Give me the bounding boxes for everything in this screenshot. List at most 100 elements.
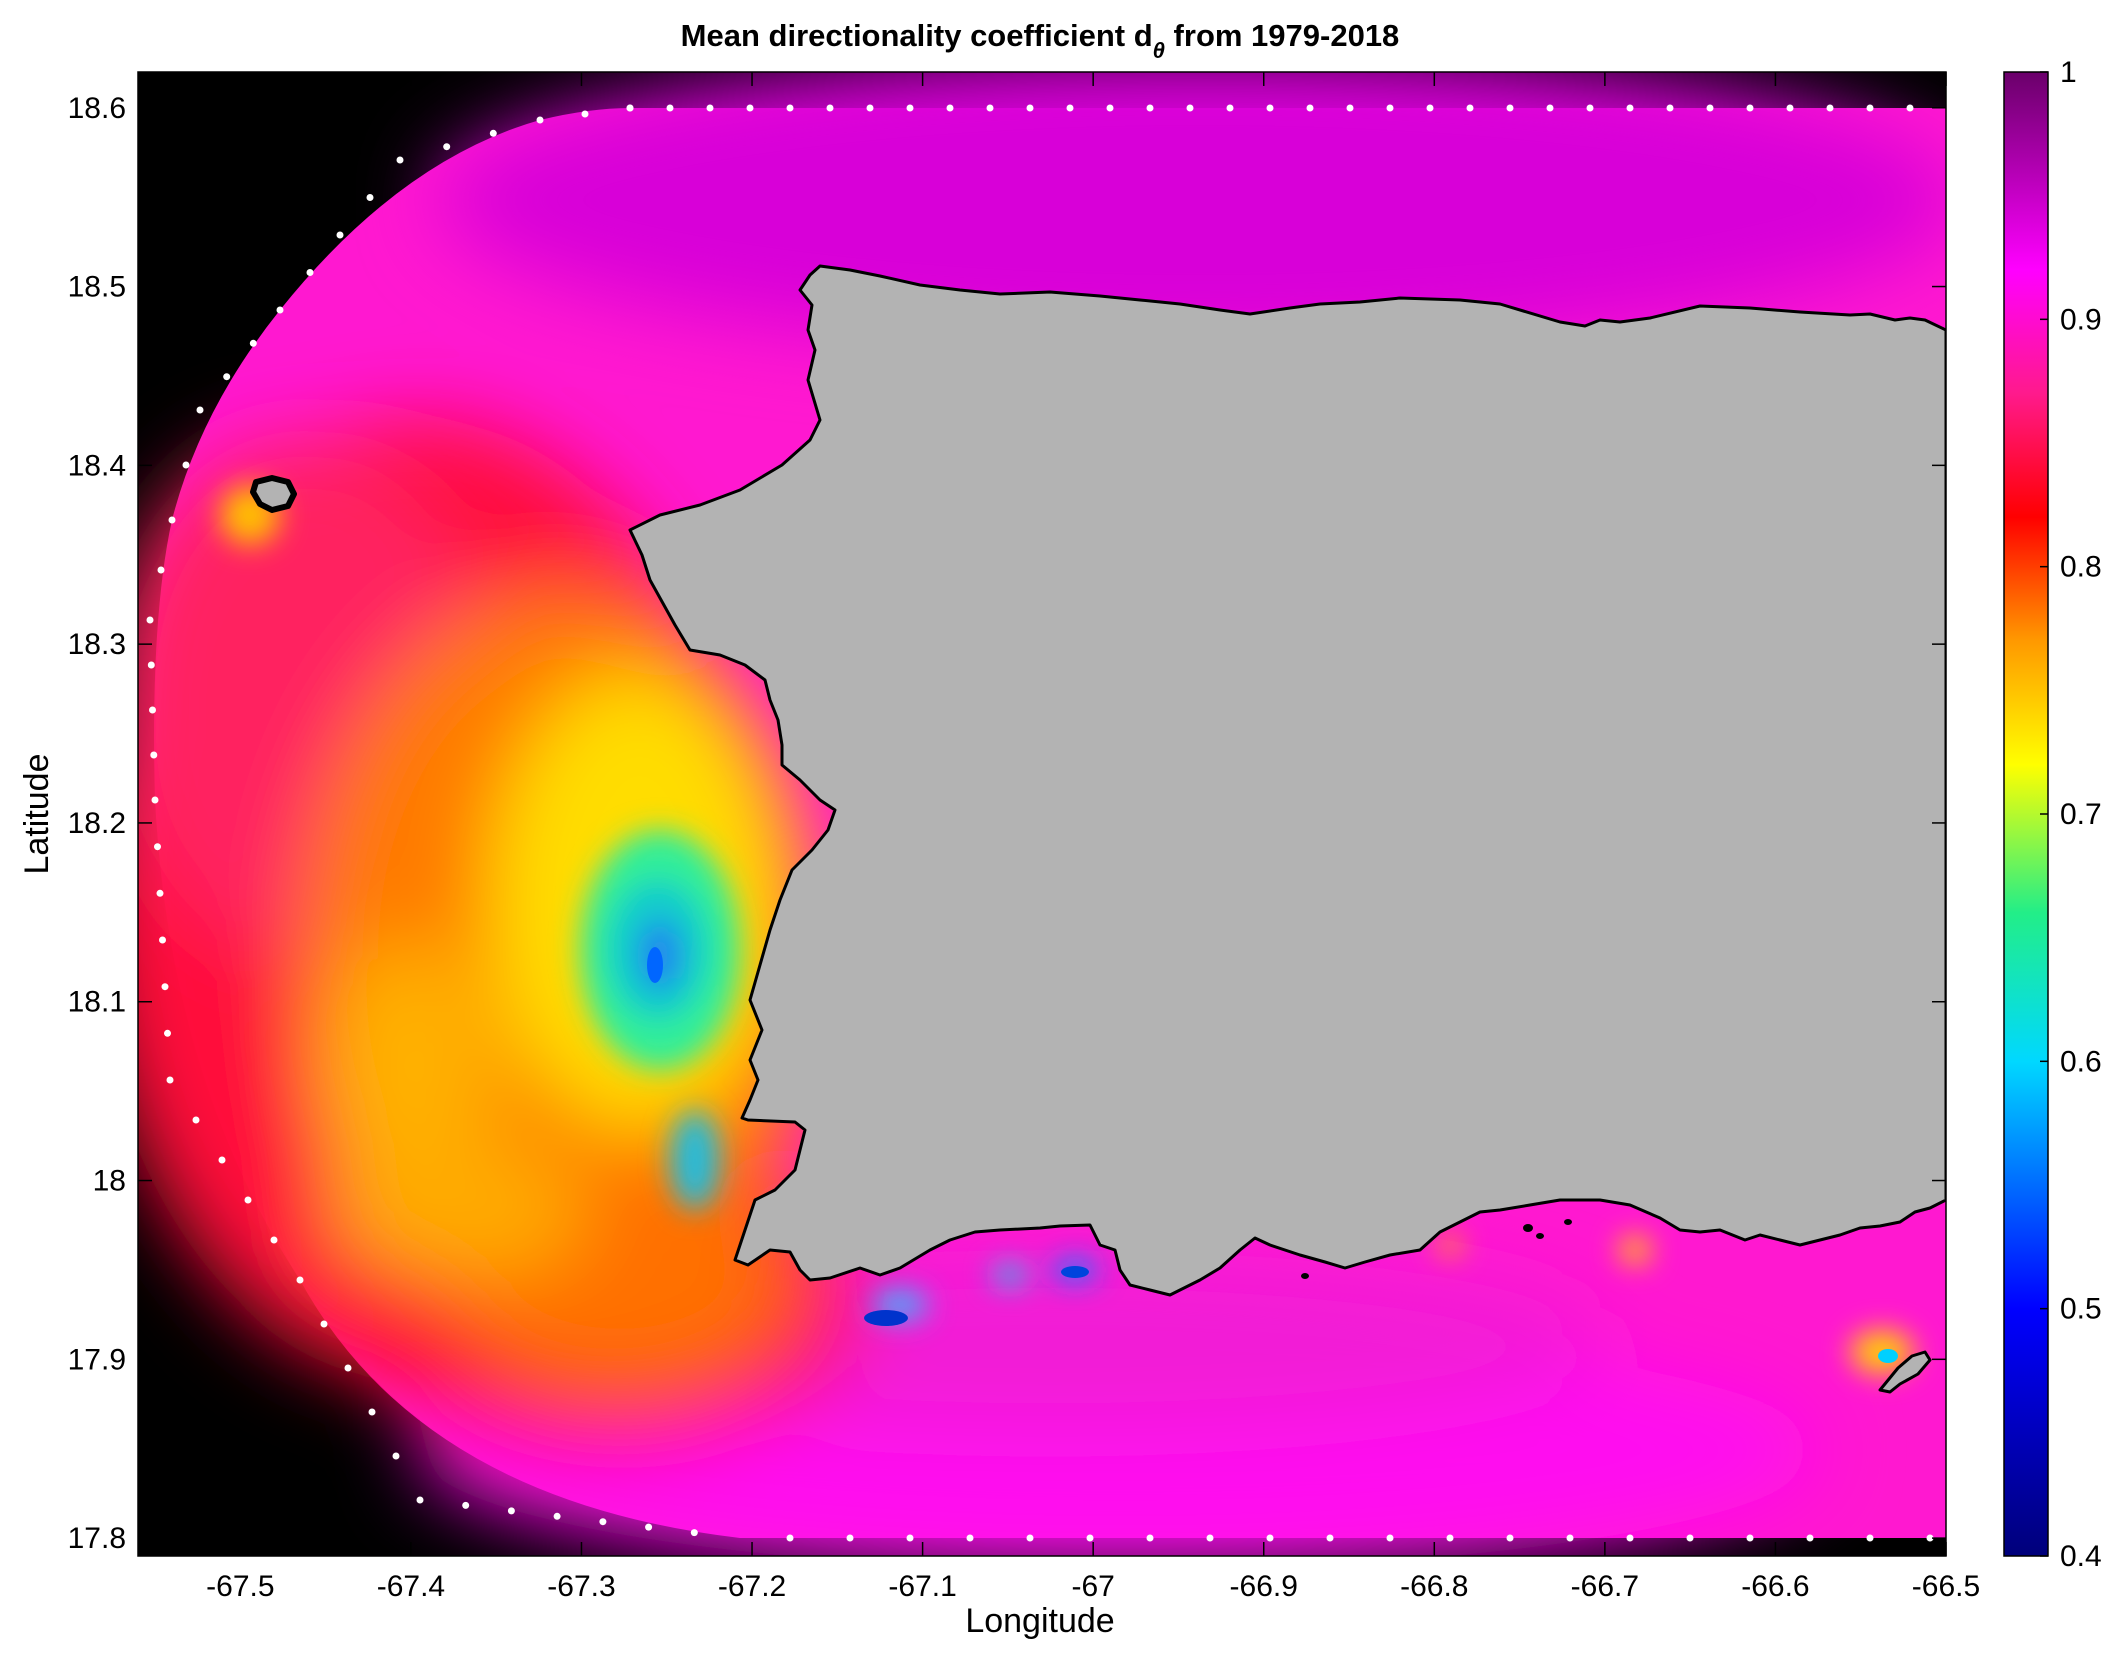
boundary-point <box>1686 1534 1694 1542</box>
boundary-point <box>150 751 158 759</box>
boundary-point <box>192 1116 200 1124</box>
boundary-point <box>462 1501 470 1509</box>
boundary-point <box>846 1534 854 1542</box>
boundary-point <box>168 516 176 524</box>
boundary-point <box>443 143 451 151</box>
boundary-point <box>166 1076 174 1084</box>
boundary-point <box>147 661 155 669</box>
boundary-point <box>1866 104 1874 112</box>
boundary-point <box>1386 104 1394 112</box>
colorbar-tick-label: 0.9 <box>2060 303 2102 336</box>
boundary-point <box>223 373 231 381</box>
boundary-point <box>1146 1534 1154 1542</box>
boundary-point <box>396 156 404 164</box>
boundary-point <box>1866 1534 1874 1542</box>
boundary-point <box>1706 104 1714 112</box>
boundary-point <box>157 566 165 574</box>
x-axis: -67.5 -67.4 -67.3 -67.2 -67.1 -67 -66.9 -66.8 -6… <box>206 72 1980 1603</box>
boundary-point <box>507 1507 515 1515</box>
boundary-point <box>786 1534 794 1542</box>
boundary-point <box>276 306 284 314</box>
boundary-point <box>159 936 166 944</box>
boundary-point <box>1086 1534 1094 1542</box>
x-tick-label: -66.8 <box>1400 1570 1468 1603</box>
boundary-point <box>746 104 754 112</box>
land-caja-de-muertos <box>1878 1350 1932 1394</box>
axes-frame <box>137 71 1947 1557</box>
colorbar-tick-label: 0.7 <box>2060 798 2102 831</box>
boundary-point <box>368 1408 376 1416</box>
boundary-point <box>986 104 994 112</box>
boundary-point <box>218 1156 226 1164</box>
boundary-point <box>156 889 164 897</box>
boundary-point <box>1026 1534 1034 1542</box>
x-tick-label: -67.1 <box>888 1570 956 1603</box>
colorbar-tick-label: 0.6 <box>2060 1045 2102 1078</box>
boundary-point <box>581 110 589 118</box>
chart-title: Mean directionality coefficient dθ from … <box>681 18 1400 63</box>
boundary-point <box>306 269 314 276</box>
boundary-point <box>249 339 257 347</box>
reef-cays <box>1301 1219 1572 1279</box>
y-axis: 17.8 17.9 18 18.1 18.2 18.3 18.4 18.5 18.6 <box>68 92 1946 1555</box>
boundary-point <box>706 104 714 112</box>
colorbar: 0.4 0.5 0.6 0.7 0.8 0.9 1 <box>2003 56 2102 1573</box>
y-tick-label: 18.2 <box>68 807 126 840</box>
boundary-point <box>1586 104 1594 112</box>
boundary-point <box>1906 104 1914 112</box>
boundary-point <box>645 1523 653 1531</box>
boundary-point <box>489 129 497 137</box>
boundary-point <box>1226 104 1234 112</box>
colorbar-tick-label: 0.8 <box>2060 551 2102 584</box>
x-tick-label: -66.5 <box>1912 1570 1980 1603</box>
y-tick-label: 18.6 <box>68 92 126 125</box>
boundary-point <box>826 104 834 112</box>
boundary-point <box>1806 1534 1814 1542</box>
boundary-point <box>1826 104 1834 112</box>
y-tick-label: 18.3 <box>68 628 126 661</box>
boundary-point <box>344 1364 352 1372</box>
boundary-point <box>1506 104 1514 112</box>
x-tick-label: -66.9 <box>1230 1570 1298 1603</box>
boundary-point <box>1266 104 1274 112</box>
boundary-point <box>416 1496 424 1504</box>
y-tick-label: 17.8 <box>68 1522 126 1555</box>
y-tick-label: 18.5 <box>68 271 126 304</box>
boundary-point <box>690 1529 698 1537</box>
boundary-point <box>1746 1534 1754 1542</box>
y-tick-label: 18.4 <box>68 449 126 482</box>
x-tick-label: -67 <box>1071 1570 1114 1603</box>
boundary-point <box>151 796 159 804</box>
boundary-point <box>196 406 204 414</box>
boundary-point <box>1386 1534 1394 1542</box>
y-tick-label: 17.9 <box>68 1343 126 1376</box>
x-tick-label: -67.3 <box>547 1570 615 1603</box>
boundary-point <box>906 104 914 112</box>
boundary-point <box>270 1236 278 1244</box>
y-axis-label: Latitude <box>18 754 56 875</box>
boundary-point <box>553 1512 561 1520</box>
boundary-point <box>536 116 544 124</box>
boundary-point <box>149 706 156 714</box>
boundary-point <box>906 1534 914 1542</box>
boundary-point <box>946 104 954 112</box>
boundary-point <box>1266 1534 1274 1542</box>
boundary-points <box>146 104 1934 1542</box>
boundary-point <box>1786 104 1794 112</box>
boundary-point <box>1106 104 1114 112</box>
x-tick-label: -67.2 <box>718 1570 786 1603</box>
boundary-point <box>1546 104 1554 112</box>
boundary-point <box>244 1196 252 1204</box>
boundary-point <box>626 104 634 112</box>
boundary-point <box>1326 1534 1334 1542</box>
boundary-point <box>1426 104 1434 112</box>
boundary-point <box>599 1518 607 1526</box>
boundary-point <box>164 1029 171 1037</box>
boundary-point <box>1626 104 1634 112</box>
boundary-point <box>1446 1534 1454 1542</box>
boundary-point <box>1926 1534 1934 1542</box>
x-tick-label: -67.4 <box>377 1570 445 1603</box>
boundary-point <box>1066 104 1074 112</box>
boundary-point <box>1566 1534 1574 1542</box>
